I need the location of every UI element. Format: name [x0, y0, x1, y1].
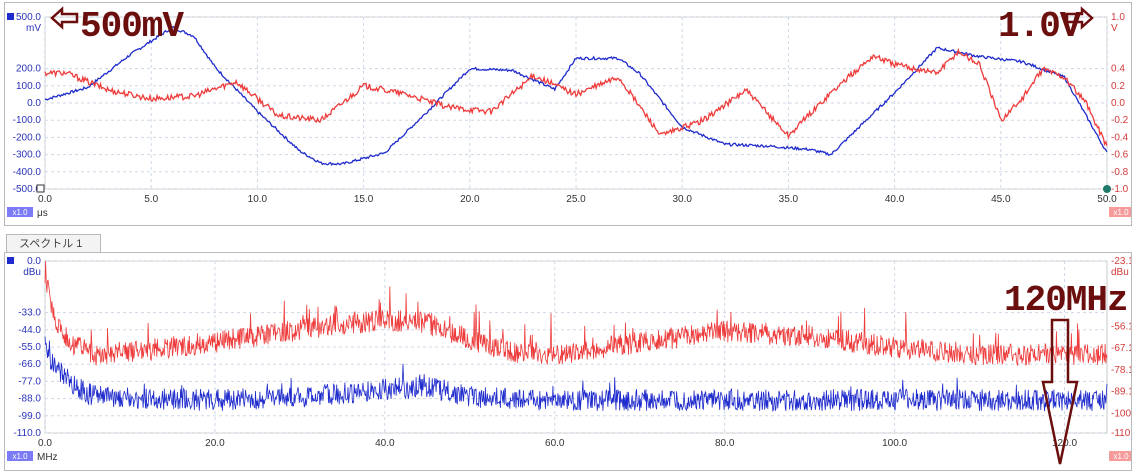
y-right-tick-label: -23.1 [1111, 256, 1131, 267]
spectrum-panel: 0.0 20.0 40.0 60.0 80.0 100.0 120.0 0.0 -33.0 -44… [4, 252, 1136, 471]
right-unit-label: dBu [1111, 267, 1129, 278]
x-tick-label: 15.0 [354, 194, 374, 205]
right-arrow-annotation-icon [1065, 6, 1094, 30]
x-tick-label: 0.0 [38, 438, 52, 449]
y-left-tick-label: -77.0 [18, 376, 41, 387]
y-left-tick-label: -110.0 [13, 428, 41, 439]
x-tick-label: 100.0 [882, 438, 907, 449]
y-left-tick-label: 0.0 [27, 98, 41, 109]
y-left-tick-label: 500.0 [16, 12, 41, 23]
y-right-tick-label: 1.0 [1111, 12, 1125, 23]
ch2-trace [44, 47, 1108, 147]
spectrum-tab-bar: スペクトル 1 [4, 232, 1132, 254]
ch1-marker [7, 257, 14, 264]
ch1-marker [7, 13, 14, 20]
x-tick-label: 20.0 [460, 194, 480, 205]
y-left-tick-label: -400.0 [13, 167, 42, 178]
y-right-tick-label: 0.0 [1111, 98, 1125, 109]
y-left-tick-label: -500.0 [13, 184, 42, 195]
time-domain-chart[interactable]: 0.0 5.0 10.0 15.0 20.0 25.0 30.0 35.0 40.0 45.0 50… [5, 3, 1136, 225]
left-arrow-annotation-icon [50, 6, 79, 30]
left-unit-label: mV [26, 23, 41, 34]
y-right-tick-label: -56.1 [1111, 321, 1131, 332]
y-left-tick-label: -300.0 [13, 150, 42, 161]
scale-badge-left [7, 207, 33, 217]
ch2-spectrum-trace [44, 260, 1108, 367]
y-right-tick-label: -0.4 [1111, 132, 1129, 143]
y-left-tick-label: -44.0 [18, 325, 41, 336]
y-left-tick-label: -200.0 [13, 132, 42, 143]
trigger-marker-left [36, 184, 45, 193]
tab-spectrum-1[interactable]: スペクトル 1 [6, 234, 102, 254]
scale-badge-right [1109, 207, 1133, 217]
y-left-tick-label: 100.0 [16, 81, 41, 92]
x-unit-label: μs [37, 208, 48, 219]
scale-badge-right-text: x1.0 [1113, 208, 1129, 217]
y-right-tick-label: 0.4 [1111, 64, 1125, 75]
y-left-tick-label: -55.0 [18, 342, 41, 353]
y-left-tick-label: -33.0 [18, 308, 41, 319]
x-tick-label: 5.0 [144, 194, 158, 205]
scale-badge-right-text: x1.0 [1113, 452, 1129, 461]
spectrum-chart[interactable]: 0.0 20.0 40.0 60.0 80.0 100.0 120.00.0-33.0-44… [5, 253, 1136, 470]
x-tick-label: 40.0 [375, 438, 395, 449]
x-tick-label: 0.0 [38, 194, 52, 205]
scale-badge-left [7, 451, 33, 461]
x-tick-label: 50.0 [1097, 194, 1117, 205]
x-unit-label: MHz [37, 452, 58, 463]
x-tick-label: 25.0 [566, 194, 586, 205]
x-tick-label: 45.0 [991, 194, 1011, 205]
x-tick-label: 35.0 [779, 194, 799, 205]
y-left-tick-label: -66.0 [18, 359, 41, 370]
y-right-tick-label: -0.6 [1111, 150, 1129, 161]
y-left-tick-label: -88.0 [18, 394, 41, 405]
x-tick-label: 60.0 [545, 438, 565, 449]
ch1-spectrum-trace [44, 336, 1108, 412]
x-tick-label: 30.0 [672, 194, 692, 205]
x-tick-label: 80.0 [715, 438, 735, 449]
y-right-tick-label: -78.1 [1111, 365, 1131, 376]
x-tick-label: 40.0 [885, 194, 905, 205]
left-unit-label: dBu [23, 267, 41, 278]
ch1-trace [44, 26, 1108, 167]
y-right-tick-label: -89.1 [1111, 387, 1131, 398]
x-tick-label: 10.0 [248, 194, 268, 205]
annotation-500mv: 500mV [80, 6, 184, 47]
scale-badge-right [1109, 451, 1133, 461]
y-right-tick-label: -0.2 [1111, 115, 1129, 126]
y-right-tick-label: -0.8 [1111, 167, 1129, 178]
y-left-tick-label: -99.0 [18, 411, 41, 422]
right-unit-label: V [1111, 23, 1118, 34]
y-left-tick-label: -100.0 [13, 115, 42, 126]
y-right-tick-label: -100.1 [1111, 408, 1131, 419]
y-right-tick-label: -67.1 [1111, 343, 1131, 354]
y-left-tick-label: 0.0 [27, 256, 41, 267]
scale-badge-left-text: x1.0 [12, 208, 28, 217]
y-right-tick-label: -1.0 [1111, 184, 1129, 195]
y-right-tick-label: -110.0 [1111, 428, 1131, 439]
time-domain-panel: 0.0 5.0 10.0 15.0 20.0 25.0 30.0 35.0 40.0 45.0 50… [4, 2, 1136, 226]
x-tick-label: 20.0 [205, 438, 225, 449]
trigger-marker-right [1103, 185, 1111, 193]
scale-badge-left-text: x1.0 [12, 452, 28, 461]
y-right-tick-label: 0.2 [1111, 81, 1125, 92]
y-left-tick-label: 200.0 [16, 64, 41, 75]
down-arrow-annotation-icon [1041, 318, 1079, 465]
annotation-120mhz: 120MHz [1004, 280, 1129, 321]
